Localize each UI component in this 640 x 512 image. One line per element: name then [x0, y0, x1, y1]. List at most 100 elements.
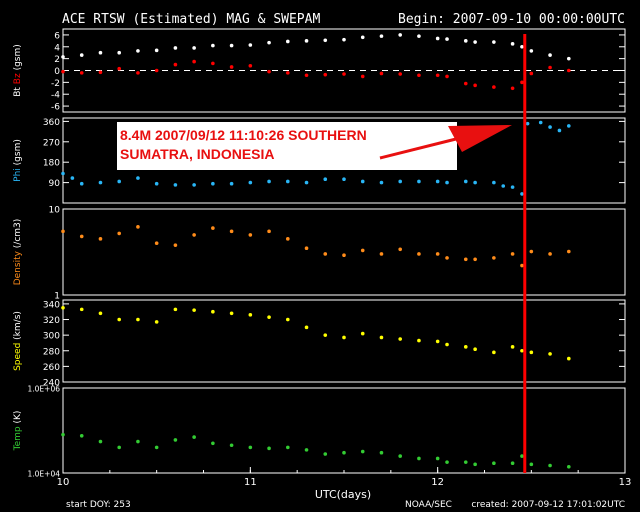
- data-point: [379, 252, 384, 256]
- data-point: [173, 243, 178, 247]
- y-axis-label-part: Speed: [13, 343, 23, 371]
- data-point: [473, 257, 477, 262]
- data-point: [192, 435, 196, 439]
- panel-mag: 6 4 2 0 -2 -4 -6 Bt Bz (gsm): [13, 28, 626, 113]
- y-tick-label: 1.0E+06: [28, 385, 61, 394]
- data-point: [567, 68, 571, 73]
- data-point: [520, 263, 524, 268]
- data-point: [79, 181, 84, 186]
- y-axis-label-part: (gsm): [13, 139, 23, 168]
- y-tick-label: 0: [54, 67, 60, 77]
- data-point: [136, 49, 140, 53]
- data-point: [520, 454, 524, 458]
- data-point: [548, 65, 552, 70]
- data-point: [360, 35, 365, 40]
- y-tick-label: 360: [43, 118, 60, 128]
- y-tick-label: 1: [54, 292, 60, 302]
- data-point: [548, 53, 552, 57]
- data-point: [398, 247, 403, 252]
- data-point: [360, 449, 365, 454]
- data-point: [398, 72, 403, 76]
- y-tick-label: 270: [43, 138, 60, 148]
- data-point: [304, 448, 309, 452]
- data-point: [154, 241, 159, 246]
- panel-frame: [62, 299, 626, 383]
- data-point: [501, 184, 506, 188]
- y-axis-label-part: Bz: [13, 73, 23, 87]
- data-point: [154, 68, 159, 73]
- data-point: [267, 179, 271, 184]
- y-tick-label: 240: [43, 379, 60, 389]
- panels: 6 4 2 0 -2 -4 -6 Bt Bz (gsm) 360 270 180 90 Phi (gsm…: [13, 28, 626, 479]
- data-point: [463, 345, 468, 349]
- data-point: [492, 40, 496, 44]
- y-tick-label: 180: [43, 159, 60, 169]
- data-point: [248, 43, 253, 47]
- data-point: [417, 338, 421, 343]
- panel-speed: 340 320 300 280 260 240 Speed (km/s): [13, 299, 626, 389]
- data-point: [445, 342, 449, 347]
- data-point: [211, 61, 215, 66]
- data-point: [267, 315, 271, 319]
- data-point: [192, 183, 196, 187]
- data-point: [510, 461, 515, 466]
- y-axis-label-part: (/cm3): [13, 219, 23, 251]
- data-point: [342, 72, 346, 76]
- y-tick-label: 1.0E+04: [28, 470, 61, 479]
- y-tick-label: 2: [54, 55, 60, 65]
- data-point: [173, 183, 178, 187]
- data-point: [548, 125, 552, 129]
- data-point: [117, 50, 121, 55]
- data-point: [98, 237, 103, 241]
- data-point: [567, 56, 571, 61]
- data-point: [117, 231, 121, 236]
- y-tick-label: 10: [49, 206, 61, 216]
- y-tick-label: 300: [43, 332, 60, 342]
- data-point: [463, 460, 468, 464]
- data-point: [417, 456, 421, 461]
- data-point: [98, 439, 103, 444]
- data-point: [79, 53, 84, 57]
- data-point: [211, 309, 215, 314]
- data-point: [567, 124, 571, 128]
- data-point: [229, 229, 234, 234]
- y-tick-label: -4: [51, 91, 60, 101]
- data-point: [323, 252, 328, 256]
- data-point: [379, 180, 384, 185]
- data-point: [229, 43, 234, 48]
- data-point: [567, 249, 571, 254]
- data-point: [154, 48, 159, 53]
- data-point: [79, 434, 84, 438]
- series-temp: [61, 432, 571, 469]
- data-point: [445, 180, 449, 185]
- data-point: [398, 179, 403, 184]
- panel-frame: [62, 387, 626, 474]
- data-point: [548, 252, 552, 256]
- data-point: [510, 345, 515, 349]
- data-point: [342, 450, 346, 455]
- data-point: [473, 462, 477, 467]
- data-point: [286, 71, 290, 75]
- data-point: [567, 356, 571, 361]
- begin-time: Begin: 2007-09-10 00:00:00UTC: [398, 12, 625, 27]
- data-point: [229, 311, 234, 316]
- data-point: [323, 177, 328, 181]
- start-doy: start DOY: 253: [66, 500, 131, 510]
- data-point: [267, 69, 271, 74]
- data-point: [286, 179, 290, 184]
- data-point: [473, 83, 477, 88]
- data-point: [79, 234, 84, 239]
- y-axis-label: Speed (km/s): [13, 311, 23, 371]
- data-point: [360, 74, 365, 79]
- data-point: [211, 181, 215, 186]
- y-axis-label: Density (/cm3): [13, 219, 23, 286]
- data-point: [492, 350, 496, 355]
- data-point: [567, 464, 571, 469]
- x-axis-label: UTC(days): [315, 488, 371, 501]
- data-point: [98, 70, 103, 75]
- data-point: [445, 460, 449, 464]
- data-point: [248, 313, 253, 317]
- data-point: [435, 179, 440, 184]
- y-axis-label-part: Phi: [13, 168, 23, 182]
- data-point: [417, 34, 421, 38]
